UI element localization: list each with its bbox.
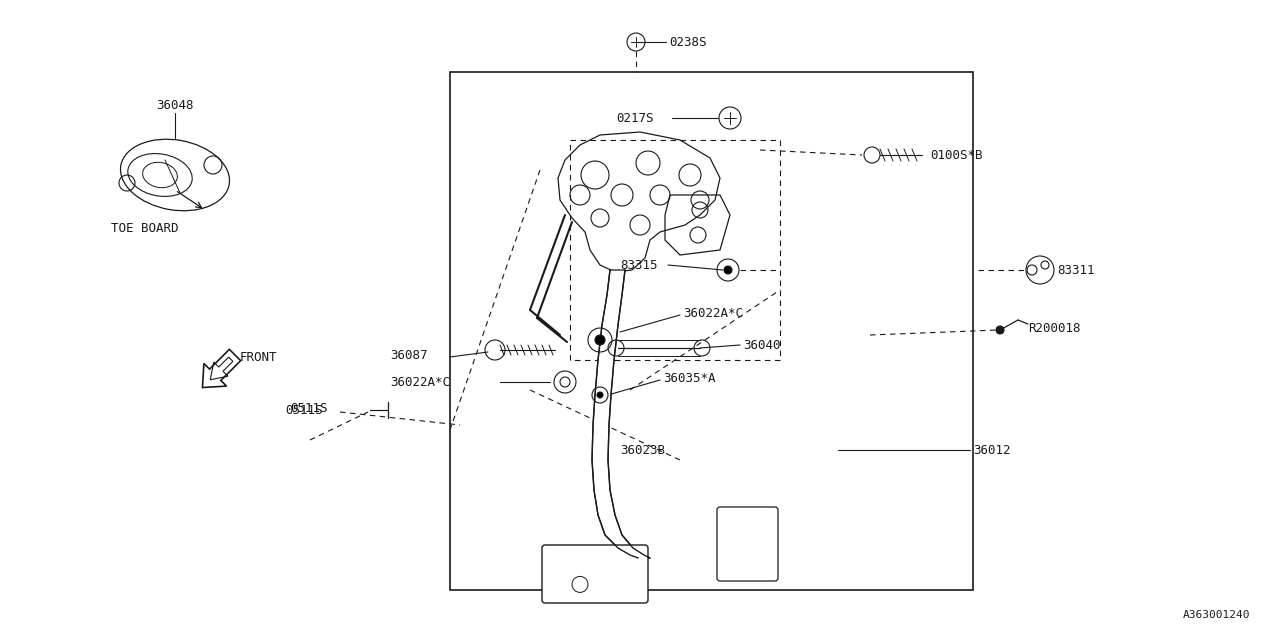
Text: 83311: 83311 bbox=[1057, 264, 1094, 276]
Text: 36048: 36048 bbox=[156, 99, 193, 111]
FancyBboxPatch shape bbox=[541, 545, 648, 603]
Text: 0511S: 0511S bbox=[285, 403, 323, 417]
Text: FRONT: FRONT bbox=[241, 351, 278, 364]
Text: 0217S: 0217S bbox=[616, 111, 654, 125]
Text: 0238S: 0238S bbox=[669, 35, 707, 49]
Text: 83315: 83315 bbox=[620, 259, 658, 271]
Text: 36022A*C: 36022A*C bbox=[684, 307, 742, 319]
Text: A363001240: A363001240 bbox=[1183, 610, 1251, 620]
Circle shape bbox=[595, 335, 605, 345]
Circle shape bbox=[724, 266, 732, 274]
FancyBboxPatch shape bbox=[717, 507, 778, 581]
Text: 36040: 36040 bbox=[742, 339, 781, 351]
Text: TOE BOARD: TOE BOARD bbox=[111, 221, 179, 234]
Text: 36023B: 36023B bbox=[620, 444, 666, 456]
Text: 36087: 36087 bbox=[390, 349, 428, 362]
Text: 36022A*C: 36022A*C bbox=[390, 376, 451, 388]
Text: 36012: 36012 bbox=[973, 444, 1010, 456]
Circle shape bbox=[996, 326, 1004, 334]
Polygon shape bbox=[593, 270, 650, 558]
Text: 0100S*B: 0100S*B bbox=[931, 148, 983, 161]
Text: 36035*A: 36035*A bbox=[663, 371, 716, 385]
Circle shape bbox=[596, 392, 603, 398]
Text: R200018: R200018 bbox=[1028, 321, 1080, 335]
Text: 0511S: 0511S bbox=[291, 401, 328, 415]
